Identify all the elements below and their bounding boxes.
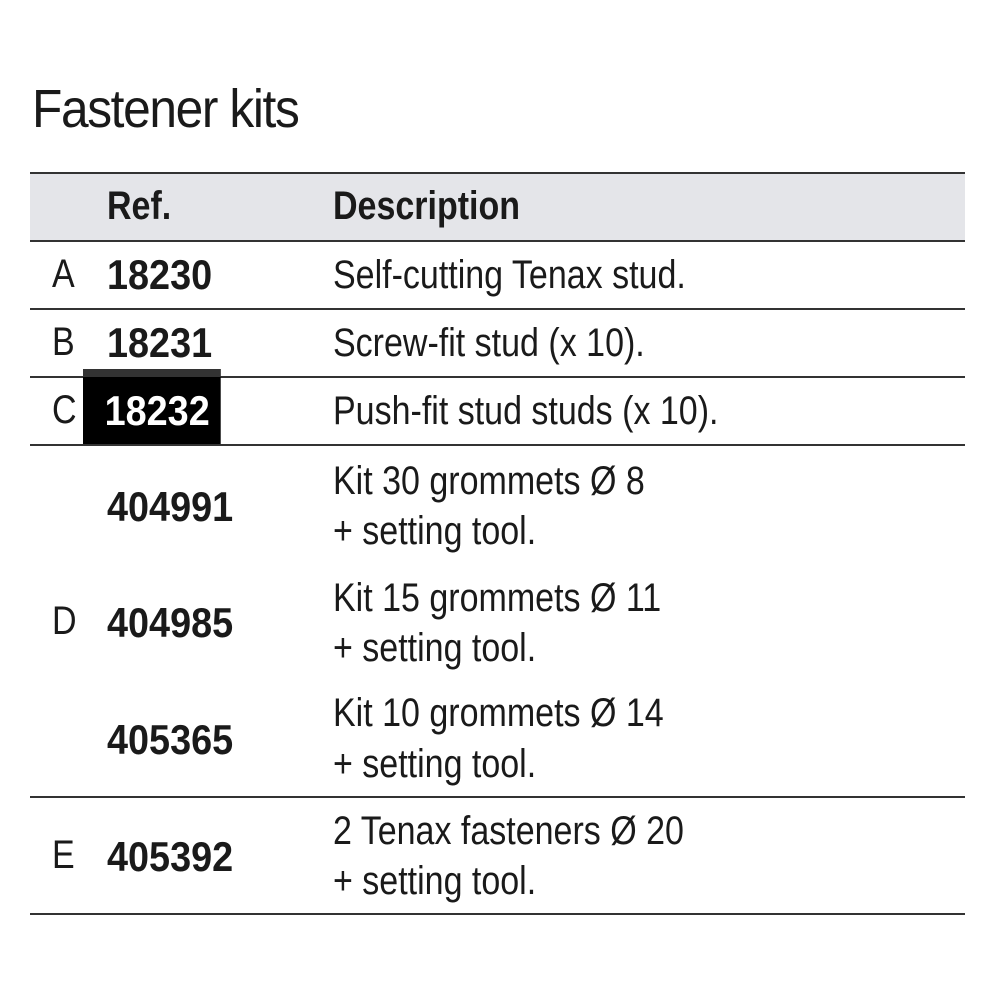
table-row: C 18232 Push-fit stud studs (x 10).	[30, 369, 965, 446]
row-letter: E	[52, 833, 75, 877]
ref-number: 405392	[107, 833, 234, 880]
column-header-description: Description	[333, 184, 521, 228]
ref-number: 404991	[107, 483, 234, 530]
table-header: Ref. Description	[30, 172, 965, 242]
description: Self-cutting Tenax stud.	[333, 253, 686, 297]
description: Screw-fit stud (x 10).	[333, 321, 645, 365]
table-row: E 405392 2 Tenax fasteners Ø 20 + settin…	[30, 798, 965, 915]
row-letter: D	[52, 599, 77, 643]
column-header-ref: Ref.	[107, 184, 172, 228]
table-row: B 18231 Screw-fit stud (x 10).	[30, 310, 965, 378]
description-line: + setting tool.	[333, 859, 537, 903]
page-title: Fastener kits	[32, 79, 300, 139]
description-line: + setting tool.	[333, 509, 537, 553]
ref-number: 18230	[107, 251, 213, 298]
table-row: A 18230 Self-cutting Tenax stud.	[30, 242, 965, 310]
description-line: 2 Tenax fasteners Ø 20	[333, 809, 684, 853]
ref-number-highlighted: 18232	[83, 369, 221, 444]
table-row-group: D 404991 Kit 30 grommets Ø 8 + setting t…	[30, 446, 965, 798]
description-line: Kit 10 grommets Ø 14	[333, 691, 664, 735]
fastener-kits-table: Ref. Description A 18230 Self-cutting Te…	[30, 172, 965, 915]
description-line: + setting tool.	[333, 626, 537, 670]
description-line: Kit 30 grommets Ø 8	[333, 459, 645, 503]
description-line: Kit 15 grommets Ø 11	[333, 576, 662, 620]
description: Push-fit stud studs (x 10).	[333, 389, 719, 433]
ref-number: 18231	[107, 319, 213, 366]
row-letter: B	[52, 320, 75, 364]
ref-number: 404985	[107, 599, 234, 646]
ref-number: 405365	[107, 716, 234, 763]
row-letter: A	[52, 252, 75, 296]
row-letter: C	[52, 388, 77, 432]
description-line: + setting tool.	[333, 742, 537, 786]
